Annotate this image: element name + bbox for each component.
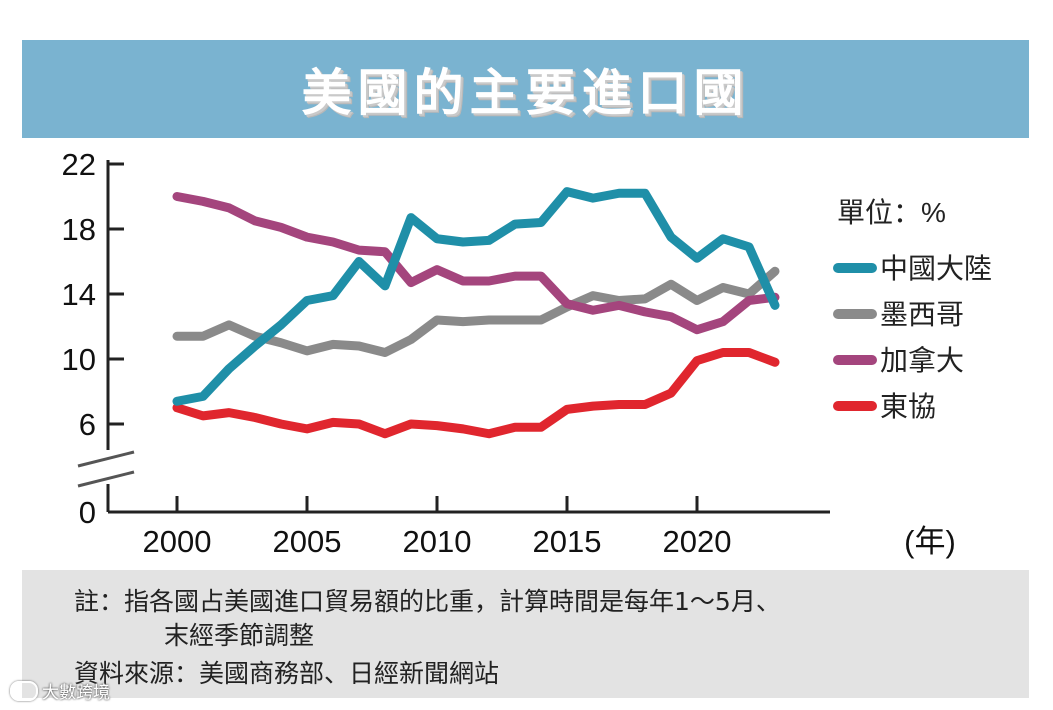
- y-tick-label: 22: [62, 147, 96, 182]
- chart-area: 22 18 14 10 6 0 2000 2005 2010 2015 2020 (年) 單位：% 中國大…: [22, 138, 1029, 570]
- watermark-text: 大數跨境: [42, 683, 110, 703]
- y-tick-label: 10: [62, 342, 96, 377]
- y-tick-label: 0: [79, 495, 96, 530]
- watermark: 大數跨境: [10, 678, 110, 703]
- legend-unit: 單位：%: [837, 197, 946, 228]
- legend-label: 墨西哥: [880, 299, 964, 330]
- x-tick-label: 2000: [143, 524, 212, 559]
- title-bar: 美國的主要進口國: [22, 40, 1029, 138]
- series-line-1: [172, 187, 780, 406]
- chart-card: 美國的主要進口國 22 18 14 10 6 0 2000 2005 2010 2015 2020 (…: [22, 40, 1029, 698]
- series-line-3: [172, 192, 780, 335]
- legend-label: 中國大陸: [880, 253, 992, 284]
- legend-label: 東協: [880, 391, 936, 422]
- x-tick-label: 2005: [273, 524, 342, 559]
- axis-break-mark-2: [77, 470, 135, 488]
- series-line-4: [172, 348, 780, 439]
- page-title: 美國的主要進口國: [301, 64, 750, 122]
- x-tick-label: 2015: [533, 524, 602, 559]
- notes-panel: 註：指各國占美國進口貿易額的比重，計算時間是每年1～5月、 末經季節調整 資料來…: [22, 570, 1029, 698]
- y-tick-label: 6: [79, 407, 96, 442]
- x-axis-label: (年): [904, 524, 956, 559]
- x-tick-label: 2020: [663, 524, 732, 559]
- legend-label: 加拿大: [880, 345, 964, 376]
- y-tick-label: 18: [62, 212, 96, 247]
- series-line-2: [172, 266, 780, 357]
- y-tick-label: 14: [62, 277, 96, 312]
- watermark-logo-icon: [10, 680, 38, 701]
- x-tick-label: 2010: [403, 524, 472, 559]
- axis-break-mark-1: [77, 450, 135, 468]
- line-chart: 22 18 14 10 6 0 2000 2005 2010 2015 2020 (年) 單位：% 中國大…: [62, 147, 993, 559]
- source-line: 資料來源：美國商務部、日經新聞網站: [74, 659, 500, 688]
- note-line-1: 註：指各國占美國進口貿易額的比重，計算時間是每年1～5月、: [74, 587, 781, 616]
- note-line-2: 末經季節調整: [164, 621, 315, 650]
